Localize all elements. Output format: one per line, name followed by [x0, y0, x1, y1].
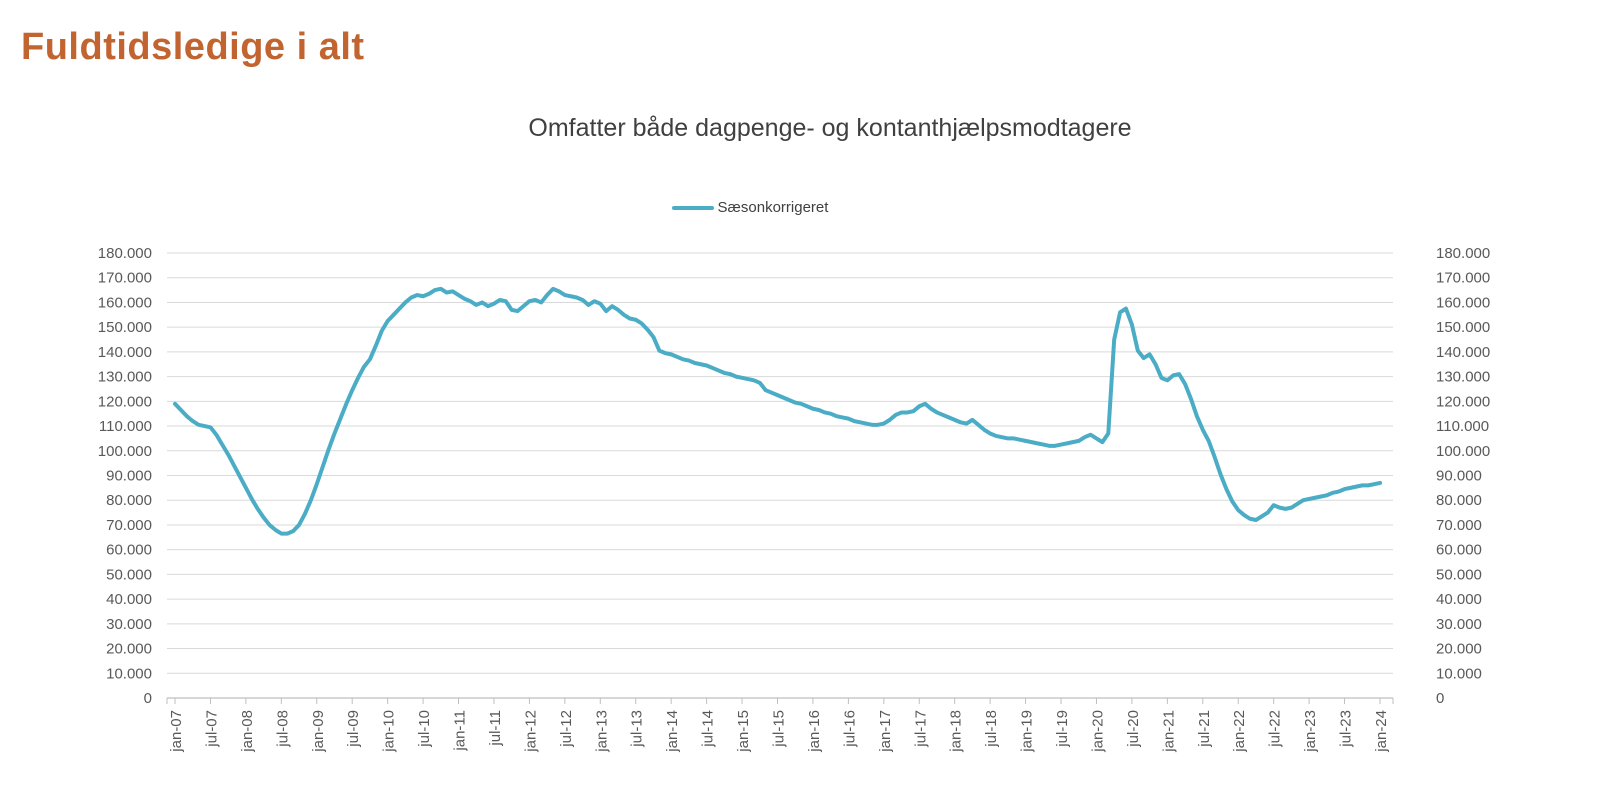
x-axis-tick-label: jul-19 [1054, 710, 1071, 748]
x-axis-tick-label: jul-20 [1125, 710, 1142, 748]
x-axis-tick-label: jan-21 [1160, 710, 1177, 753]
x-axis-tick-label: jan-16 [806, 710, 823, 753]
y-axis-tick-label-left: 90.000 [106, 468, 152, 485]
y-axis-tick-label-right: 160.000 [1436, 294, 1490, 311]
chart-legend: Sæsonkorrigeret [170, 199, 1330, 216]
y-axis-tick-label-left: 80.000 [106, 492, 152, 509]
y-axis-tick-label-left: 40.000 [106, 591, 152, 608]
y-axis-tick-label-left: 20.000 [106, 641, 152, 658]
y-axis-tick-label-right: 50.000 [1436, 566, 1482, 583]
y-axis-tick-label-left: 170.000 [98, 270, 152, 287]
x-axis-tick-label: jul-09 [345, 710, 362, 748]
y-axis-tick-label-left: 30.000 [106, 616, 152, 633]
x-axis-tick-label: jan-13 [593, 710, 610, 753]
y-axis-tick-label-right: 30.000 [1436, 616, 1482, 633]
x-axis-tick-label: jul-13 [629, 710, 646, 748]
x-axis-tick-label: jan-12 [522, 710, 539, 753]
x-axis-tick-label: jul-17 [912, 710, 929, 748]
y-axis-tick-label-left: 160.000 [98, 294, 152, 311]
y-axis-tick-label-left: 0 [144, 690, 152, 707]
y-axis-tick-label-right: 100.000 [1436, 443, 1490, 460]
y-axis-tick-label-right: 60.000 [1436, 542, 1482, 559]
x-axis-tick-label: jan-24 [1373, 710, 1390, 753]
x-axis-tick-label: jan-22 [1231, 710, 1248, 753]
y-axis-tick-label-left: 100.000 [98, 443, 152, 460]
y-axis-tick-label-left: 140.000 [98, 344, 152, 361]
y-axis-tick-label-left: 70.000 [106, 517, 152, 534]
y-axis-tick-label-left: 10.000 [106, 665, 152, 682]
y-axis-tick-label-left: 180.000 [98, 245, 152, 262]
page-title: Fuldtidsledige i alt [21, 26, 365, 68]
x-axis-tick-label: jan-10 [381, 710, 398, 753]
x-axis-tick-label: jan-23 [1302, 710, 1319, 753]
y-axis-tick-label-left: 150.000 [98, 319, 152, 336]
y-axis-tick-label-left: 60.000 [106, 542, 152, 559]
y-axis-tick-label-right: 80.000 [1436, 492, 1482, 509]
x-axis-tick-label: jan-20 [1089, 710, 1106, 753]
x-axis-tick-label: jul-16 [841, 710, 858, 748]
x-axis-tick-label: jan-18 [948, 710, 965, 753]
x-axis-tick-label: jul-15 [771, 710, 788, 748]
legend-label: Sæsonkorrigeret [717, 199, 829, 216]
x-axis-tick-label: jul-12 [558, 710, 575, 748]
x-axis-tick-label: jul-11 [487, 710, 504, 747]
x-axis-tick-label: jul-10 [416, 710, 433, 748]
x-axis-tick-label: jan-14 [664, 710, 681, 753]
legend-line-swatch-icon [671, 205, 714, 210]
y-axis-tick-label-right: 70.000 [1436, 517, 1482, 534]
y-axis-tick-label-right: 150.000 [1436, 319, 1490, 336]
y-axis-tick-label-right: 170.000 [1436, 270, 1490, 287]
series-line-saesonkorrigeret [173, 286, 1382, 536]
x-axis-tick-label: jan-19 [1019, 710, 1036, 753]
x-axis-tick-label: jul-07 [203, 710, 220, 748]
y-axis-tick-label-left: 130.000 [98, 369, 152, 386]
x-axis-tick-label: jan-17 [877, 710, 894, 753]
y-axis-tick-label-right: 120.000 [1436, 393, 1490, 410]
x-axis-tick-label: jan-08 [239, 710, 256, 753]
x-axis-tick-label: jan-07 [168, 710, 185, 753]
x-axis-tick-label: jan-09 [310, 710, 327, 753]
x-axis-tick-label: jul-14 [700, 710, 717, 748]
y-axis-tick-label-right: 10.000 [1436, 665, 1482, 682]
x-axis-tick-label: jul-18 [983, 710, 1000, 748]
y-axis-tick-label-right: 20.000 [1436, 641, 1482, 658]
y-axis-tick-label-right: 90.000 [1436, 468, 1482, 485]
x-axis-tick-label: jul-08 [274, 710, 291, 748]
y-axis-tick-label-left: 110.000 [99, 418, 152, 435]
y-axis-tick-label-right: 140.000 [1436, 344, 1490, 361]
y-axis-tick-label-right: 40.000 [1436, 591, 1482, 608]
x-axis-tick-label: jan-15 [735, 710, 752, 753]
y-axis-tick-label-right: 0 [1436, 690, 1444, 707]
x-axis-tick-label: jan-11 [452, 710, 469, 752]
y-axis-tick-label-left: 120.000 [98, 393, 152, 410]
chart-title: Omfatter både dagpenge- og kontanthjælps… [528, 114, 1132, 142]
y-axis-tick-label-left: 50.000 [106, 566, 152, 583]
y-axis-tick-label-right: 180.000 [1436, 245, 1490, 262]
x-axis-tick-label: jul-22 [1267, 710, 1284, 748]
x-axis-tick-label: jul-23 [1338, 710, 1355, 748]
y-axis-tick-label-right: 130.000 [1436, 369, 1490, 386]
y-axis-tick-label-right: 110.000 [1436, 418, 1489, 435]
x-axis-tick-label: jul-21 [1196, 710, 1213, 748]
